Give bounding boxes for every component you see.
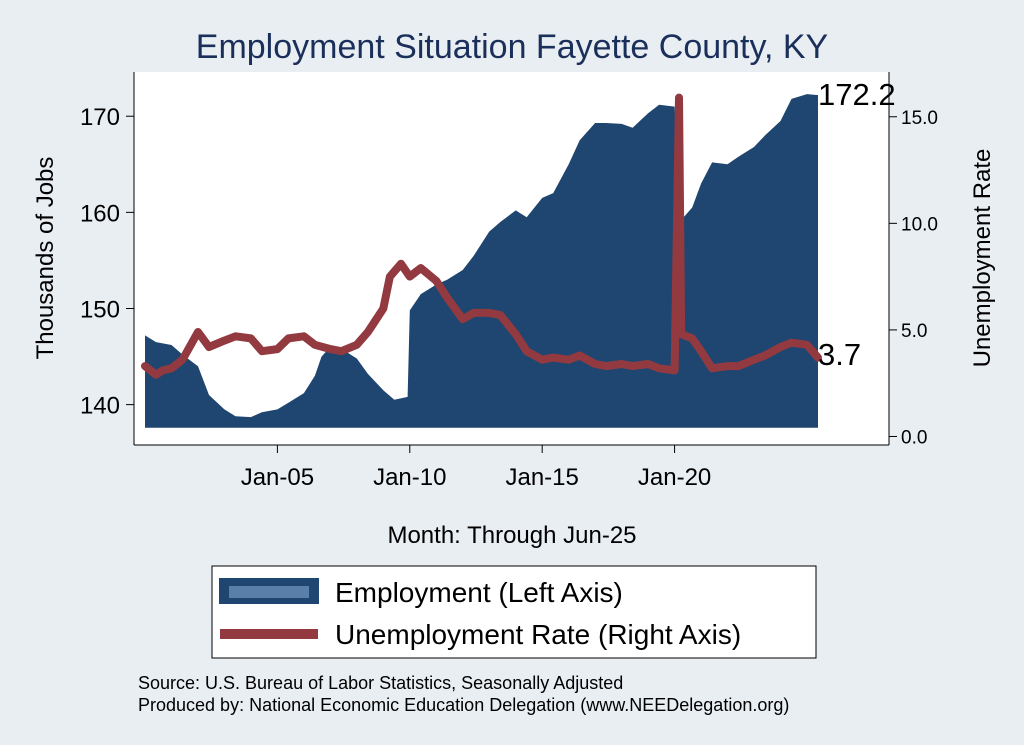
legend-label-employment: Employment (Left Axis) — [335, 577, 623, 608]
right-tick-label: 15.0 — [901, 108, 938, 129]
left-axis-ticks: 140 150 160 170 — [80, 104, 134, 420]
unemployment-end-label: 3.7 — [818, 337, 861, 372]
x-tick-label: Jan-20 — [638, 464, 711, 491]
left-tick-label: 170 — [80, 104, 120, 131]
employment-area-layer — [145, 94, 818, 428]
left-axis-title: Thousands of Jobs — [32, 157, 59, 360]
unemployment-line — [141, 93, 822, 379]
unemployment-line-layer — [141, 93, 822, 379]
axes — [133, 72, 890, 446]
x-tick-label: Jan-15 — [505, 464, 578, 491]
produced-by-note: Produced by: National Economic Education… — [138, 695, 789, 715]
left-tick-label: 150 — [80, 296, 120, 323]
right-tick-label: 10.0 — [901, 214, 938, 235]
employment-end-label: 172.2 — [818, 77, 896, 112]
source-note: Source: U.S. Bureau of Labor Statistics,… — [138, 673, 623, 693]
right-tick-label: 0.0 — [901, 427, 927, 448]
left-tick-label: 160 — [80, 200, 120, 227]
left-tick-label: 140 — [80, 393, 120, 420]
x-tick-label: Jan-05 — [241, 464, 314, 491]
x-tick-label: Jan-10 — [373, 464, 446, 491]
employment-area — [145, 94, 818, 428]
right-axis-title: Unemployment Rate — [969, 149, 996, 368]
x-axis-title: Month: Through Jun-25 — [387, 522, 636, 549]
right-tick-label: 5.0 — [901, 321, 927, 342]
legend: Employment (Left Axis) Unemployment Rate… — [211, 565, 817, 659]
legend-swatch-employment-inner — [229, 586, 309, 598]
legend-label-unemployment: Unemployment Rate (Right Axis) — [335, 619, 741, 650]
right-axis-ticks: 0.0 5.0 10.0 15.0 — [889, 108, 938, 448]
x-axis-ticks: Jan-05 Jan-10 Jan-15 Jan-20 — [241, 445, 711, 491]
chart-title: Employment Situation Fayette County, KY — [196, 28, 828, 66]
